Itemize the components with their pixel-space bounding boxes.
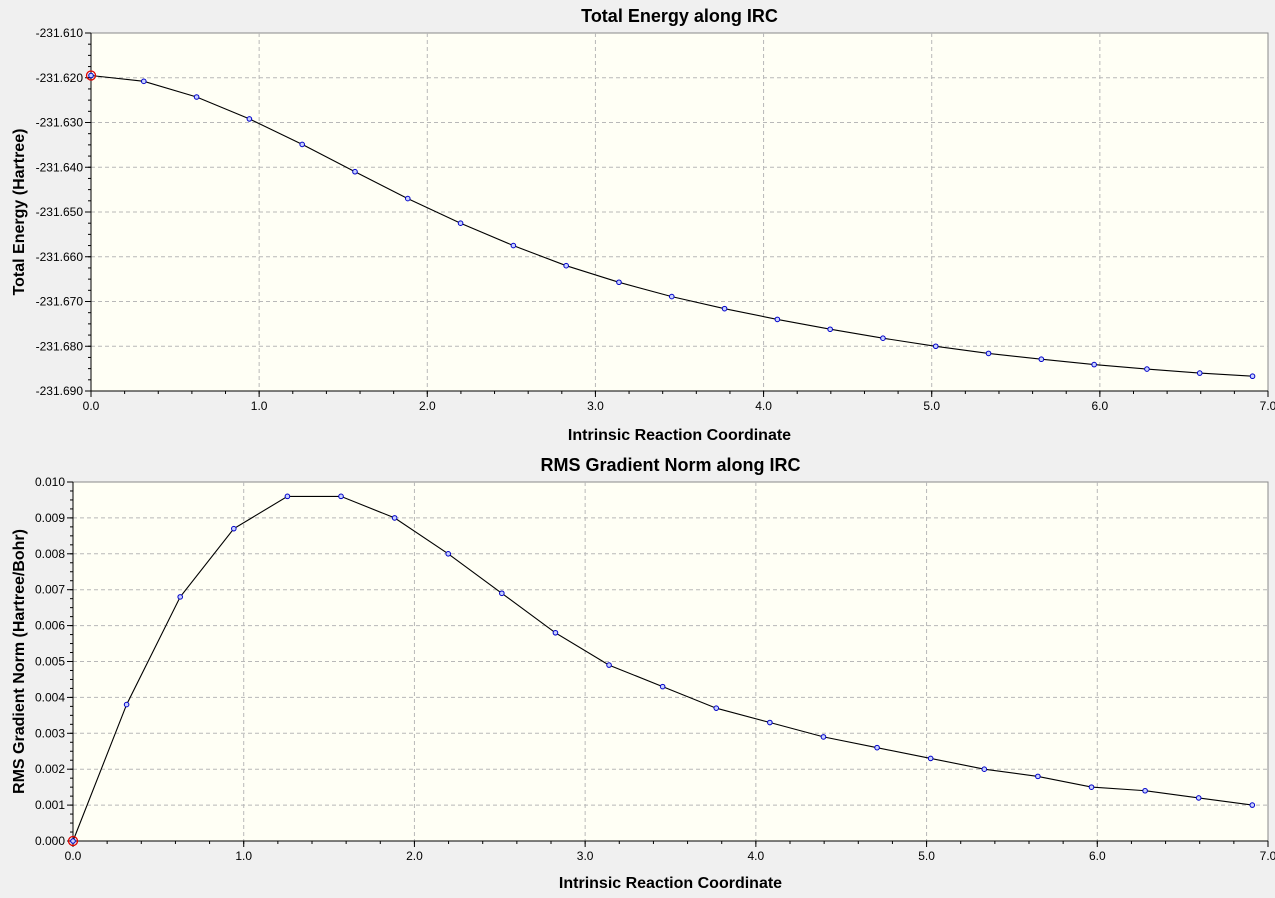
gradient-chart-y-tick-label: 0.002 — [35, 762, 65, 776]
gradient-chart-data-point[interactable] — [552, 629, 559, 636]
gradient-chart-data-point[interactable] — [1035, 773, 1041, 780]
gradient-chart-y-tick-label: 0.003 — [35, 726, 65, 740]
gradient-chart-data-point[interactable] — [713, 705, 720, 711]
energy-chart-x-tick-label: 7.0 — [1260, 399, 1275, 413]
energy-chart-xlabel: Intrinsic Reaction Coordinate — [568, 427, 791, 444]
energy-chart-data-point[interactable] — [932, 343, 939, 350]
energy-chart-data-point[interactable] — [140, 78, 147, 85]
gradient-chart-data-point[interactable] — [123, 701, 130, 708]
energy-chart-title: Total Energy along IRC — [581, 6, 778, 26]
gradient-chart-data-point[interactable] — [70, 838, 76, 844]
gradient-chart-data-point[interactable] — [606, 662, 612, 668]
energy-chart-data-point[interactable] — [352, 168, 358, 175]
energy-chart-data-point[interactable] — [721, 305, 728, 312]
energy-chart-y-tick-label: -231.620 — [36, 71, 84, 85]
gradient-chart-data-point[interactable] — [767, 719, 773, 726]
energy-chart-data-point[interactable] — [457, 220, 464, 226]
energy-chart-y-tick-label: -231.660 — [36, 250, 84, 264]
energy-chart-data-point[interactable] — [299, 141, 305, 148]
energy-chart-current-point-marker — [85, 70, 97, 81]
gradient-chart-data-point[interactable] — [1195, 795, 1202, 801]
energy-chart-y-tick-label: -231.610 — [36, 26, 84, 40]
gradient-chart-y-tick-label: 0.001 — [35, 798, 65, 812]
gradient-chart-y-tick-label: 0.005 — [35, 655, 65, 669]
energy-chart-y-tick-label: -231.640 — [36, 160, 84, 174]
gradient-chart-y-tick-label: 0.007 — [35, 583, 65, 597]
gradient-chart-x-tick-label: 0.0 — [65, 849, 82, 863]
gradient-chart-xlabel: Intrinsic Reaction Coordinate — [559, 875, 782, 892]
energy-chart-data-point[interactable] — [880, 335, 886, 341]
gradient-chart-x-tick-label: 5.0 — [918, 849, 935, 863]
gradient-chart-data-point[interactable] — [391, 515, 398, 521]
energy-chart-data-point[interactable] — [668, 293, 675, 300]
gradient-chart-title: RMS Gradient Norm along IRC — [540, 455, 800, 475]
energy-chart-x-tick-label: 6.0 — [1092, 399, 1109, 413]
gradient-chart-data-point[interactable] — [284, 493, 291, 500]
energy-chart-data-point[interactable] — [1091, 361, 1097, 368]
energy-chart-data-point[interactable] — [510, 242, 517, 249]
gradient-chart-x-tick-label: 1.0 — [235, 849, 252, 863]
gradient-chart-data-point[interactable] — [1142, 787, 1148, 794]
gradient-chart-data-point[interactable] — [231, 525, 237, 532]
gradient-chart: 0.0 1.0 2.0 3.0 4.0 5.0 6.0 7.0 0.000 0.001 0.002 0… — [11, 455, 1275, 892]
gradient-chart-x-tick-label: 7.0 — [1260, 849, 1275, 863]
gradient-chart-current-point-marker — [67, 835, 79, 847]
energy-chart-data-point[interactable] — [827, 326, 833, 333]
energy-chart-data-point[interactable] — [246, 116, 253, 122]
energy-chart-x-tick-label: 1.0 — [251, 399, 268, 413]
gradient-chart-data-point[interactable] — [177, 594, 184, 600]
energy-chart-y-tick-label: -231.690 — [36, 384, 84, 398]
gradient-chart-data-point[interactable] — [981, 766, 988, 773]
energy-chart-ylabel: Total Energy (Hartree) — [11, 129, 28, 296]
energy-chart-y-tick-label: -231.670 — [36, 295, 84, 309]
energy-chart-data-point[interactable] — [563, 262, 569, 269]
energy-chart-data-point[interactable] — [1249, 373, 1256, 380]
gradient-chart-data-point[interactable] — [499, 590, 505, 597]
energy-chart: 0.0 1.0 2.0 3.0 4.0 5.0 6.0 7.0 -231.690 -231.680… — [11, 6, 1275, 444]
energy-chart-data-point[interactable] — [616, 279, 622, 286]
energy-chart-data-point[interactable] — [1038, 356, 1045, 363]
gradient-chart-y-tick-label: 0.006 — [35, 619, 65, 633]
energy-chart-x-tick-label: 3.0 — [587, 399, 604, 413]
gradient-chart-y-tick-label: 0.009 — [35, 511, 65, 525]
energy-chart-x-tick-label: 4.0 — [755, 399, 772, 413]
gradient-chart-y-tick-label: 0.004 — [35, 690, 65, 704]
energy-chart-x-tick-label: 2.0 — [419, 399, 436, 413]
gradient-chart-data-point[interactable] — [927, 755, 934, 762]
energy-chart-y-tick-label: -231.650 — [36, 205, 84, 219]
gradient-chart-x-tick-label: 2.0 — [406, 849, 423, 863]
gradient-chart-data-point[interactable] — [874, 744, 880, 751]
energy-chart-x-tick-label: 0.0 — [83, 399, 100, 413]
gradient-chart-data-point[interactable] — [1088, 784, 1095, 790]
gradient-chart-y-tick-label: 0.008 — [35, 547, 65, 561]
energy-chart-data-point[interactable] — [88, 72, 94, 79]
gradient-chart-y-tick-label: 0.010 — [35, 475, 65, 489]
gradient-chart-x-tick-label: 3.0 — [577, 849, 594, 863]
energy-chart-data-point[interactable] — [774, 316, 781, 323]
gradient-chart-x-tick-label: 4.0 — [748, 849, 765, 863]
gradient-chart-y-tick-label: 0.000 — [35, 834, 65, 848]
energy-chart-y-tick-label: -231.680 — [36, 339, 84, 353]
gradient-chart-data-point[interactable] — [338, 493, 344, 500]
energy-chart-x-tick-label: 5.0 — [923, 399, 940, 413]
gradient-chart-data-point[interactable] — [820, 734, 827, 740]
gradient-chart-data-point[interactable] — [1249, 802, 1256, 808]
gradient-chart-data-point[interactable] — [445, 551, 452, 557]
gradient-chart-data-point[interactable] — [659, 683, 666, 690]
gradient-chart-x-tick-label: 6.0 — [1089, 849, 1106, 863]
gradient-chart-ylabel: RMS Gradient Norm (Hartree/Bohr) — [11, 529, 28, 794]
energy-chart-data-point[interactable] — [1144, 366, 1150, 372]
energy-chart-data-point[interactable] — [404, 195, 411, 202]
energy-chart-y-tick-label: -231.630 — [36, 116, 84, 130]
energy-chart-data-point[interactable] — [985, 350, 992, 357]
energy-chart-data-point[interactable] — [1196, 370, 1203, 376]
energy-chart-data-point[interactable] — [193, 94, 200, 100]
